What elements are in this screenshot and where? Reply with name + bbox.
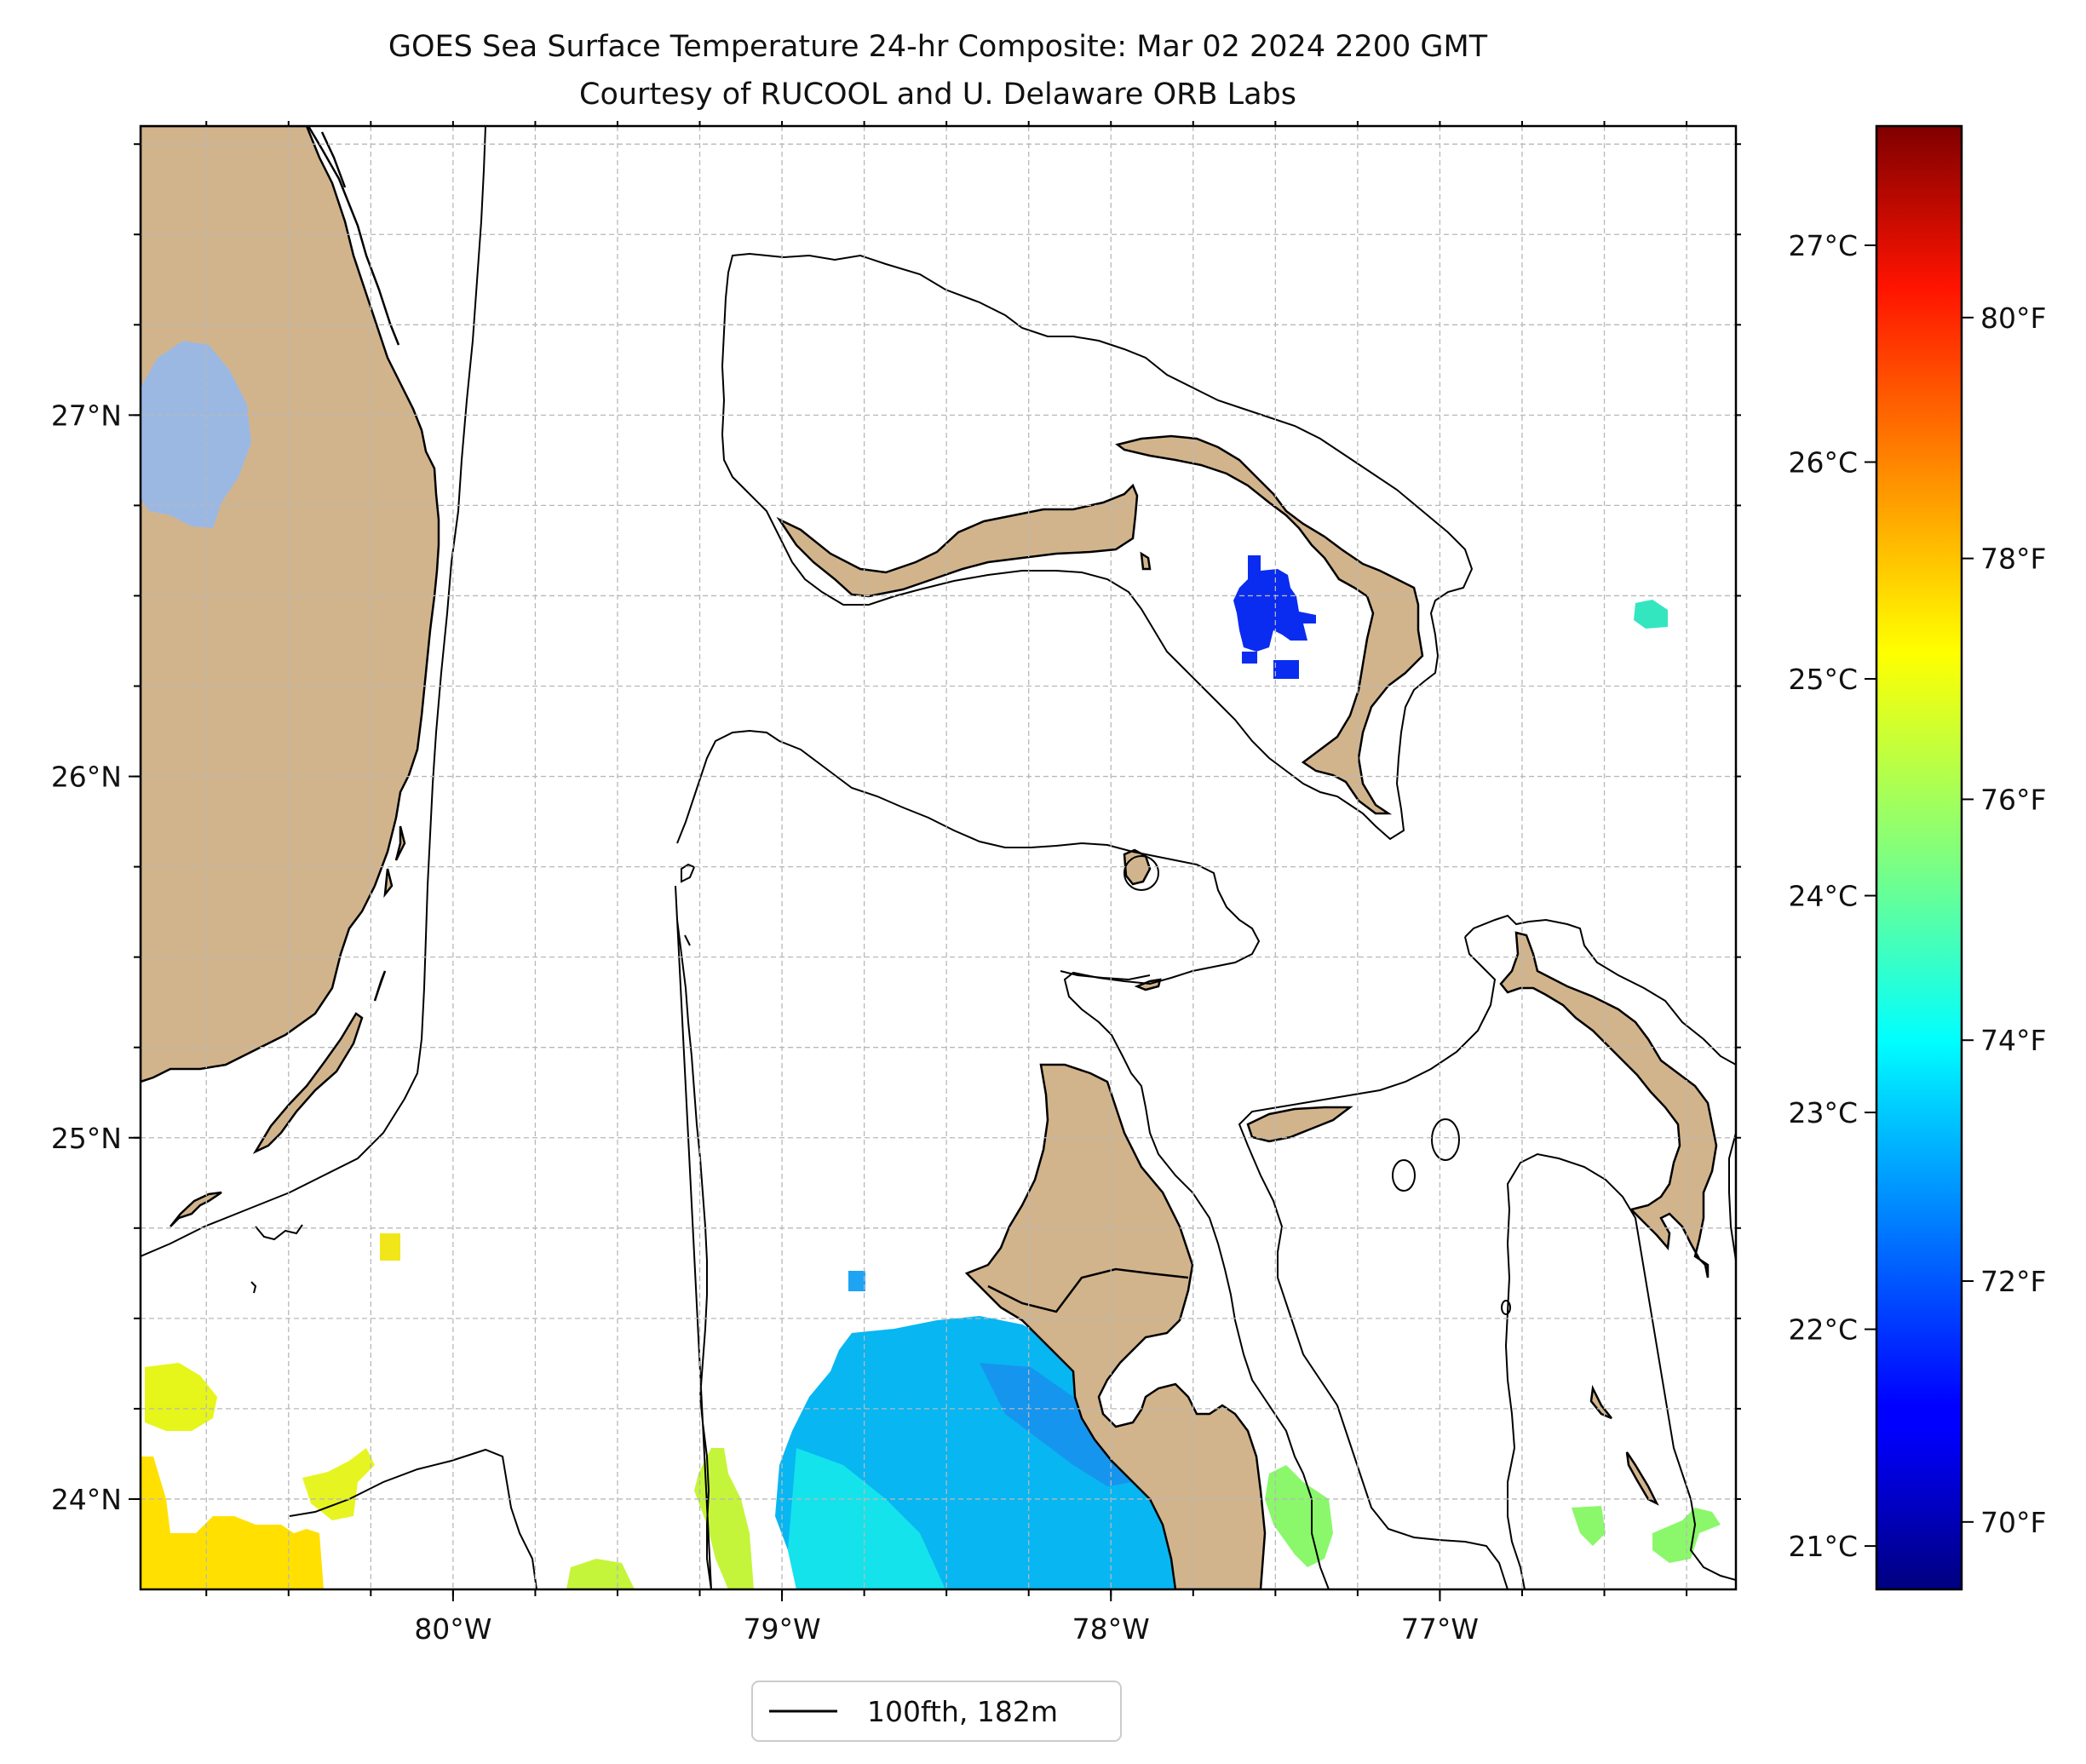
legend: 100fth, 182m bbox=[751, 1681, 1122, 1742]
sst-patch-east-green-1 bbox=[1572, 1506, 1606, 1546]
isobath-small-ring-4 bbox=[1501, 1300, 1511, 1315]
isobath-100fth bbox=[141, 126, 1736, 1589]
map-frame bbox=[139, 124, 1738, 1591]
sst-patch-exuma-green bbox=[1265, 1465, 1333, 1567]
andros-channel-line bbox=[987, 1267, 1189, 1313]
colorbar-gradient bbox=[1875, 124, 1963, 1591]
land-eleuthera-west bbox=[1246, 1106, 1353, 1143]
colorbar-labels: 21°C 22°C 23°C 24°C 25°C 26°C 27°C 70°F 72°F 74°F… bbox=[1788, 229, 2046, 1563]
sst-layer bbox=[141, 555, 1721, 1589]
sst-patch-north-blue-small2 bbox=[1242, 652, 1257, 664]
colorbar-label-c: 27°C bbox=[1788, 229, 1858, 262]
colorbar-label-f: 78°F bbox=[1980, 543, 2046, 576]
isobath-little-bahama-bank bbox=[721, 252, 1474, 841]
isobath-small-ring-3 bbox=[1123, 855, 1159, 891]
colorbar-ticks bbox=[1865, 244, 1974, 1548]
colorbar-label-c: 24°C bbox=[1788, 880, 1858, 913]
isobath-keys-bits bbox=[250, 1224, 303, 1294]
lake-okeechobee bbox=[141, 341, 251, 528]
land-andros bbox=[964, 1063, 1267, 1589]
sst-patch-east-teal bbox=[1634, 600, 1668, 629]
isobath-small-ring-1 bbox=[1431, 1118, 1460, 1161]
sst-patch-upper-left-yellow bbox=[145, 1363, 217, 1431]
isobath-eleuthera-bank bbox=[1238, 914, 1736, 1589]
colorbar-label-c: 23°C bbox=[1788, 1096, 1858, 1129]
isobath-tongue-inner bbox=[1060, 970, 1151, 981]
figure-title-line2: Courtesy of RUCOOL and U. Delaware ORB L… bbox=[579, 78, 1296, 112]
land-grand-bahama bbox=[776, 483, 1139, 598]
legend-box bbox=[751, 1681, 1122, 1742]
land-exuma-cays bbox=[1589, 1384, 1659, 1506]
isobath-small-ring-2 bbox=[1392, 1159, 1416, 1192]
figure-title-line1: GOES Sea Surface Temperature 24-hr Compo… bbox=[388, 30, 1488, 64]
colorbar-label-f: 74°F bbox=[1980, 1024, 2046, 1057]
colorbar-label-c: 25°C bbox=[1788, 663, 1858, 696]
lon-tick-label: 77°W bbox=[1401, 1612, 1479, 1646]
lon-tick-label: 80°W bbox=[414, 1612, 491, 1646]
isobath-cay-sal-west bbox=[681, 863, 696, 946]
lat-tick-label: 24°N bbox=[51, 1483, 122, 1516]
map-area bbox=[141, 126, 1736, 1589]
lat-tick-label: 27°N bbox=[51, 399, 122, 432]
isobath-florida-shelf bbox=[141, 126, 486, 1257]
colorbar-label-f: 76°F bbox=[1980, 783, 2046, 816]
sst-patch-yellow-dot bbox=[380, 1233, 400, 1261]
colorbar-label-c: 22°C bbox=[1788, 1313, 1858, 1347]
colorbar: 21°C 22°C 23°C 24°C 25°C 26°C 27°C 70°F 72°F 74°F… bbox=[1788, 124, 2046, 1591]
map-gridlines bbox=[141, 126, 1736, 1589]
lat-tick-label: 25°N bbox=[51, 1122, 122, 1155]
sst-patch-north-blue bbox=[1233, 555, 1316, 652]
lat-tick-label: 26°N bbox=[51, 761, 122, 794]
colorbar-label-c: 21°C bbox=[1788, 1530, 1858, 1563]
lon-tick-label: 79°W bbox=[743, 1612, 820, 1646]
land-florida-keys bbox=[170, 825, 406, 1227]
land-grand-bahama-east bbox=[1140, 551, 1152, 571]
lon-tick-label: 78°W bbox=[1072, 1612, 1150, 1646]
sst-patch-north-blue-small bbox=[1273, 660, 1299, 679]
sst-patch-small-blue bbox=[848, 1271, 865, 1291]
isobath-great-bahama-bank bbox=[675, 729, 1330, 1589]
legend-label: 100fth, 182m bbox=[867, 1695, 1058, 1728]
colorbar-label-f: 80°F bbox=[1980, 302, 2046, 335]
colorbar-label-f: 70°F bbox=[1980, 1506, 2046, 1539]
colorbar-label-f: 72°F bbox=[1980, 1265, 2046, 1298]
sst-patch-tongue-south-light bbox=[788, 1448, 945, 1589]
axis-labels: 80°W 79°W 78°W 77°W 24°N 25°N 26°N 27°N bbox=[51, 399, 1479, 1646]
sst-patch-florida-bay-yellow bbox=[141, 1457, 324, 1589]
barrier-island-line bbox=[307, 126, 400, 346]
land-eleuthera bbox=[1499, 931, 1718, 1278]
colorbar-label-c: 26°C bbox=[1788, 446, 1858, 480]
sst-patch-keys-yellow bbox=[302, 1448, 375, 1520]
sst-patch-tongue-south-deep bbox=[980, 1363, 1133, 1486]
axis-ticks bbox=[129, 121, 1741, 1601]
land-abaco bbox=[1115, 434, 1424, 815]
